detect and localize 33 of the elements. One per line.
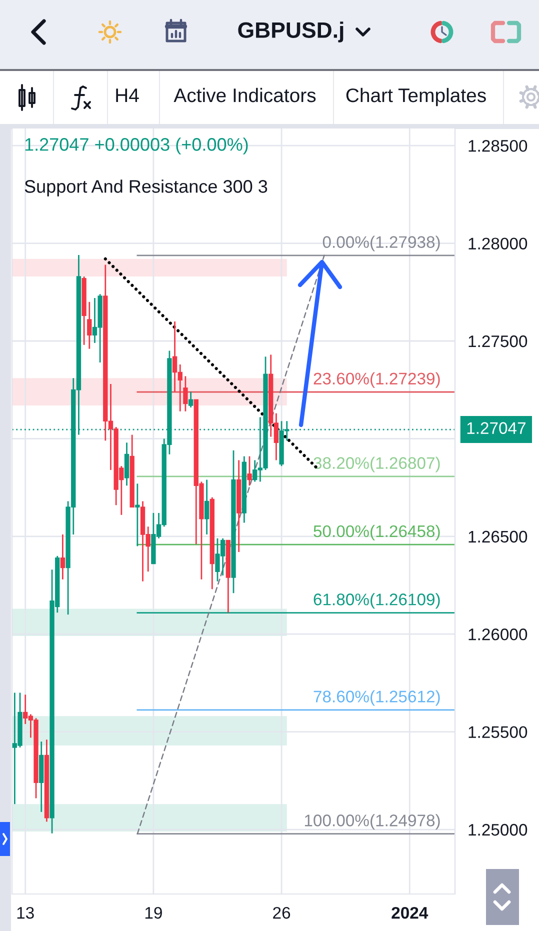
y-tick-label: 1.25000 [468, 824, 528, 836]
candlestick [87, 301, 92, 350]
annotation: Support And Resistance 300 3 [24, 180, 268, 196]
ref-line-label: 100.00%(1.24978) [304, 814, 440, 830]
x-tick-label: 13 [17, 906, 34, 919]
candlestick [247, 456, 252, 486]
y-tick-label: 1.27500 [468, 335, 528, 348]
candlestick [204, 479, 210, 536]
candlestick [60, 534, 66, 580]
ref-line-label: 1.27047 [467, 422, 526, 434]
ref-line-label: 61.80%(1.26109) [314, 593, 440, 609]
x-tick-label: 26 [273, 906, 290, 919]
ref-line-label: 78.60%(1.25612) [314, 690, 440, 706]
chart-title: GBPUSD.j [238, 22, 344, 42]
y-tick-label: 1.28500 [468, 140, 528, 152]
ref-line-label: 0.00%(1.27938) [322, 236, 440, 252]
text: Chart Templates [346, 88, 486, 106]
y-tick-label: 1.25500 [468, 726, 528, 738]
y-tick-label: 1.28000 [468, 238, 528, 250]
x-tick-label: 19 [145, 906, 162, 919]
x-tick-label: 2024 [392, 906, 428, 919]
candlestick [183, 375, 188, 412]
y-tick-label: 1.26500 [468, 530, 528, 543]
text: H4 [116, 88, 139, 102]
ref-line-label: 38.20%(1.26807) [314, 456, 440, 472]
candlestick [188, 391, 194, 408]
ref-line-label: 23.60%(1.27239) [314, 372, 440, 388]
text: Active Indicators [174, 88, 316, 102]
candlestick [135, 482, 140, 547]
chart-subtitle: 1.27047 +0.00003 (+0.00%) [25, 138, 248, 154]
candlestick [124, 442, 130, 486]
y-tick-label: 1.26000 [468, 628, 528, 640]
ref-line-label: 50.00%(1.26458) [314, 524, 440, 540]
